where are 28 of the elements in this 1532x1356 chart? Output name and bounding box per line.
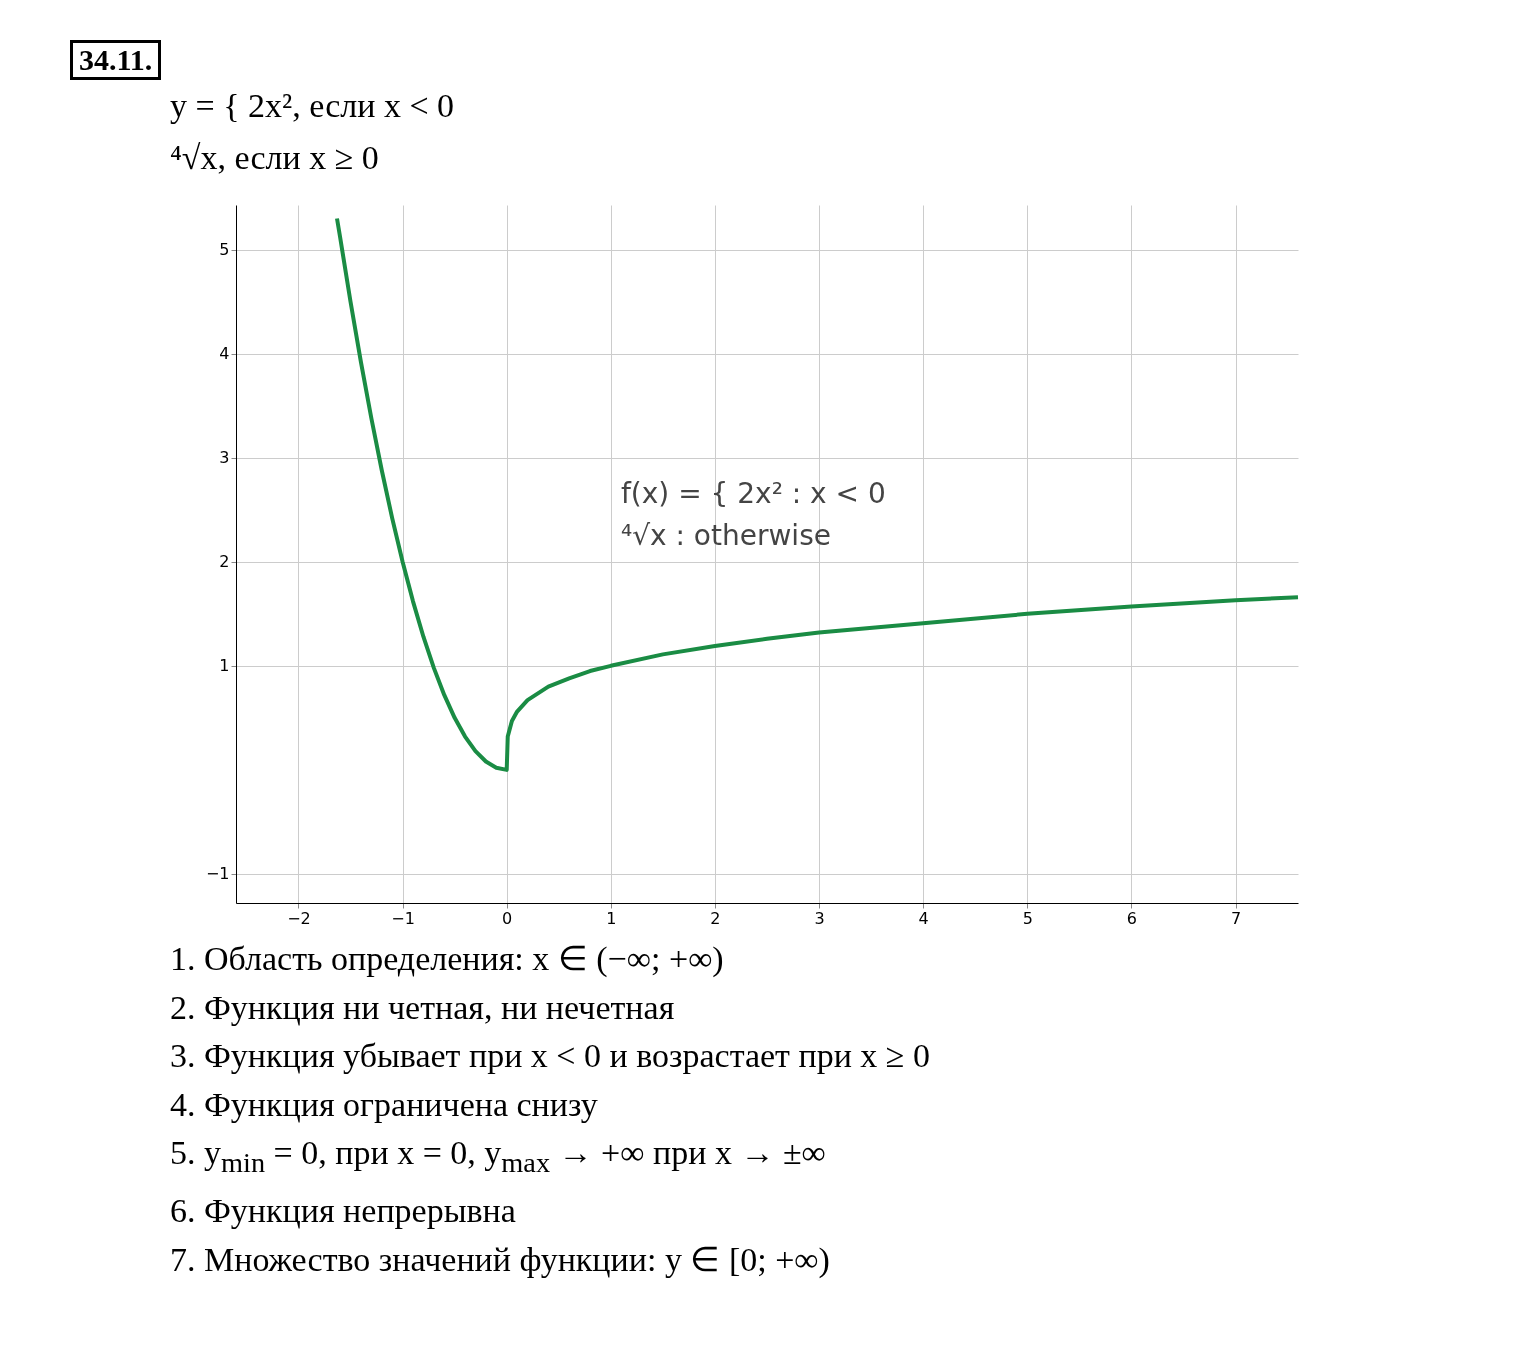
chart-subtitle: y = { 2x², если x < 0 ⁴√x, если x ≥ 0 xyxy=(170,86,455,178)
x-tick-label: 6 xyxy=(1126,908,1138,928)
y-tick-label: 4 xyxy=(219,344,230,364)
y-tick-label: 2 xyxy=(219,552,230,572)
x-tick-label: −1 xyxy=(391,908,415,928)
y-tick-label: 5 xyxy=(219,240,230,260)
text: 5. y$_{min}$ = 0, при x = 0, y$_{max}$ → +∞ при x → ±∞ xyxy=(170,1133,827,1180)
x-tick-label: −2 xyxy=(287,908,311,928)
text: 1. Область определения: x ∈ (−∞; +∞) xyxy=(170,939,725,979)
line-series xyxy=(334,216,1300,772)
text: 6. Функция непрерывна xyxy=(170,1191,517,1232)
y-tick-label: 1 xyxy=(219,656,230,676)
text: 4. Функция ограничена снизу xyxy=(170,1084,599,1125)
annotation: ⁴√x : otherwise xyxy=(621,519,831,552)
x-tick-label: 7 xyxy=(1230,908,1242,928)
x-tick-label: 4 xyxy=(918,908,929,928)
text: 3. Функция убывает при x < 0 и возрастает при x ≥ 0 xyxy=(170,1036,931,1076)
y-tick-label: 3 xyxy=(219,448,230,468)
x-tick-label: 3 xyxy=(814,908,825,928)
x-tick-label: 0 xyxy=(502,908,513,928)
x-tick-label: 5 xyxy=(1022,908,1033,928)
annotation: f(x) = { 2x² : x < 0 xyxy=(621,477,886,510)
text: 7. Множество значений функции: y ∈ [0; +∞) xyxy=(170,1239,831,1280)
chart-title: 34.11. xyxy=(70,40,162,80)
text: 2. Функция ни четная, ни нечетная xyxy=(170,987,676,1028)
y-tick-label: −1 xyxy=(205,864,230,884)
x-tick-label: 2 xyxy=(710,908,721,928)
x-tick-label: 1 xyxy=(606,908,617,928)
